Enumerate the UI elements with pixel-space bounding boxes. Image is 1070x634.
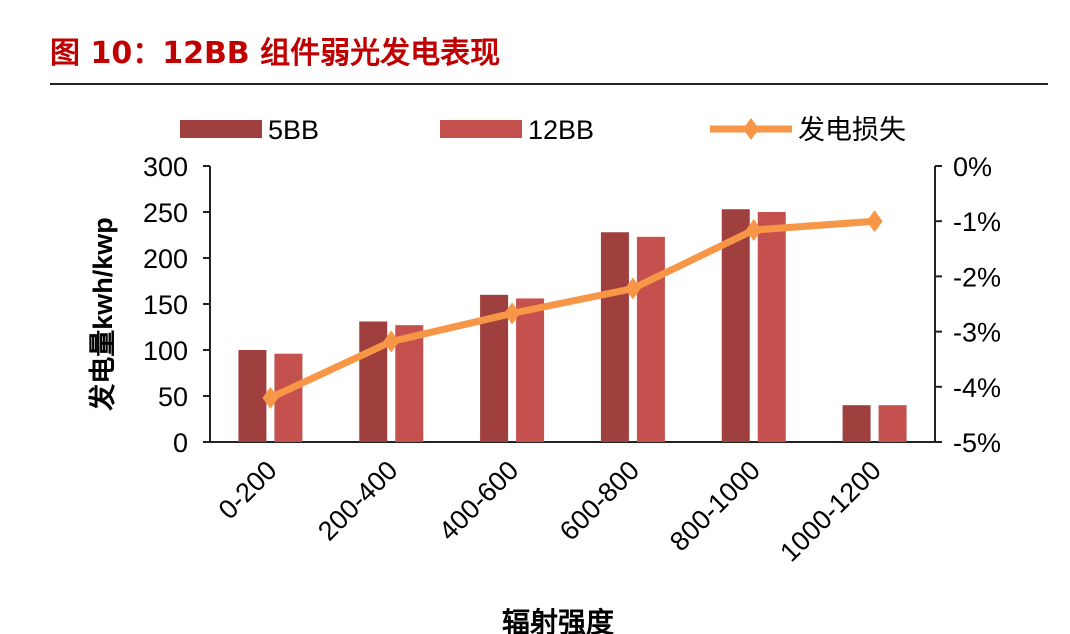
y-tick-label: 200 (143, 244, 188, 274)
loss-marker-1000-1200 (866, 210, 883, 233)
bar-12bb-800-1000 (757, 212, 786, 442)
loss-marker-400-600 (504, 302, 521, 325)
legend-swatch-12bb (440, 120, 522, 138)
bar-12bb-600-800 (636, 236, 665, 442)
loss-marker-200-400 (383, 330, 400, 353)
x-tick-label: 400-600 (433, 455, 524, 546)
y2-tick-label: -1% (953, 207, 1001, 237)
x-tick-label: 0-200 (213, 455, 283, 525)
bar-5bb-600-800 (600, 232, 629, 442)
bar-12bb-400-600 (516, 298, 545, 442)
bar-5bb-800-1000 (721, 209, 750, 442)
x-axis-title: 辐射强度 (502, 607, 614, 634)
y-axis-title: 发电量kwh/kwp (87, 217, 118, 412)
loss-line (268, 217, 875, 402)
y-tick-label: 100 (143, 336, 188, 366)
legend-label-5bb: 5BB (268, 115, 319, 145)
y-tick-label: 0 (173, 428, 188, 458)
y-tick-label: 50 (158, 382, 188, 412)
bar-12bb-200-400 (395, 325, 424, 442)
loss-marker-800-1000 (745, 219, 762, 242)
y2-tick-label: -4% (953, 373, 1001, 403)
y2-tick-label: -2% (953, 262, 1001, 292)
legend-marker-loss (743, 118, 759, 140)
loss-marker-0-200 (262, 386, 279, 409)
legend-label-12bb: 12BB (528, 115, 594, 145)
x-tick-label: 200-400 (312, 455, 403, 546)
x-tick-label: 800-1000 (664, 455, 766, 557)
y2-tick-label: 0% (953, 152, 992, 182)
title-divider (50, 83, 1048, 85)
bar-12bb-0-200 (274, 353, 303, 442)
figure-title: 图 10：12BB 组件弱光发电表现 (50, 36, 501, 71)
bar-5bb-0-200 (238, 350, 267, 442)
y-tick-label: 300 (143, 152, 188, 182)
y2-tick-label: -3% (953, 318, 1001, 348)
y2-tick-label: -5% (953, 428, 1001, 458)
legend-swatch-5bb (180, 120, 262, 138)
y-tick-label: 250 (143, 198, 188, 228)
bar-5bb-200-400 (359, 321, 388, 442)
bar-5bb-1000-1200 (842, 405, 871, 442)
bar-12bb-1000-1200 (878, 405, 907, 442)
y-tick-label: 150 (143, 290, 188, 320)
legend-label-loss: 发电损失 (798, 115, 906, 145)
x-tick-label: 600-800 (554, 455, 645, 546)
loss-marker-600-800 (624, 277, 641, 300)
x-tick-label: 1000-1200 (774, 455, 887, 568)
